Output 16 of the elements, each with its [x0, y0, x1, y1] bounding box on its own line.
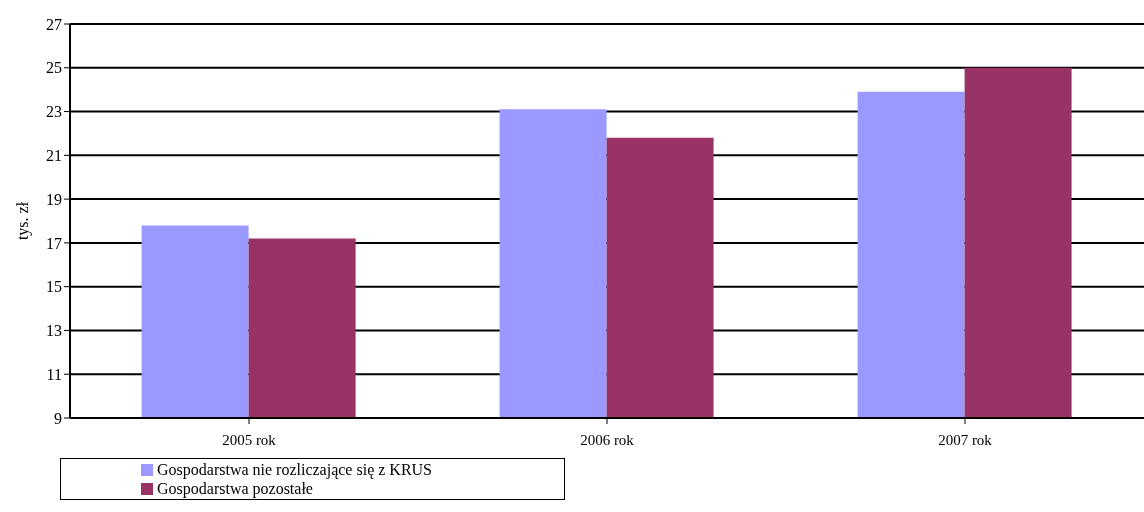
x-tick-label: 2007 rok	[938, 431, 993, 448]
y-axis-title: tys. zł	[13, 201, 32, 241]
x-tick-label: 2006 rok	[580, 431, 635, 448]
y-tick-label: 17	[46, 234, 62, 252]
y-tick-label: 23	[46, 103, 62, 121]
y-tick-label: 15	[46, 278, 62, 296]
y-tick-label: 9	[54, 409, 62, 427]
y-tick-label: 21	[46, 147, 62, 165]
legend-label: Gospodarstwa nie rozliczające się z KRUS	[157, 460, 433, 479]
y-tick-label: 11	[46, 365, 62, 383]
legend-label: Gospodarstwa pozostałe	[157, 479, 313, 498]
y-tick-label: 25	[46, 59, 62, 77]
x-tick-label: 2005 rok	[222, 431, 277, 448]
y-tick-label: 27	[46, 15, 62, 33]
y-tick-label: 19	[46, 190, 62, 208]
y-tick-label: 13	[46, 322, 62, 340]
